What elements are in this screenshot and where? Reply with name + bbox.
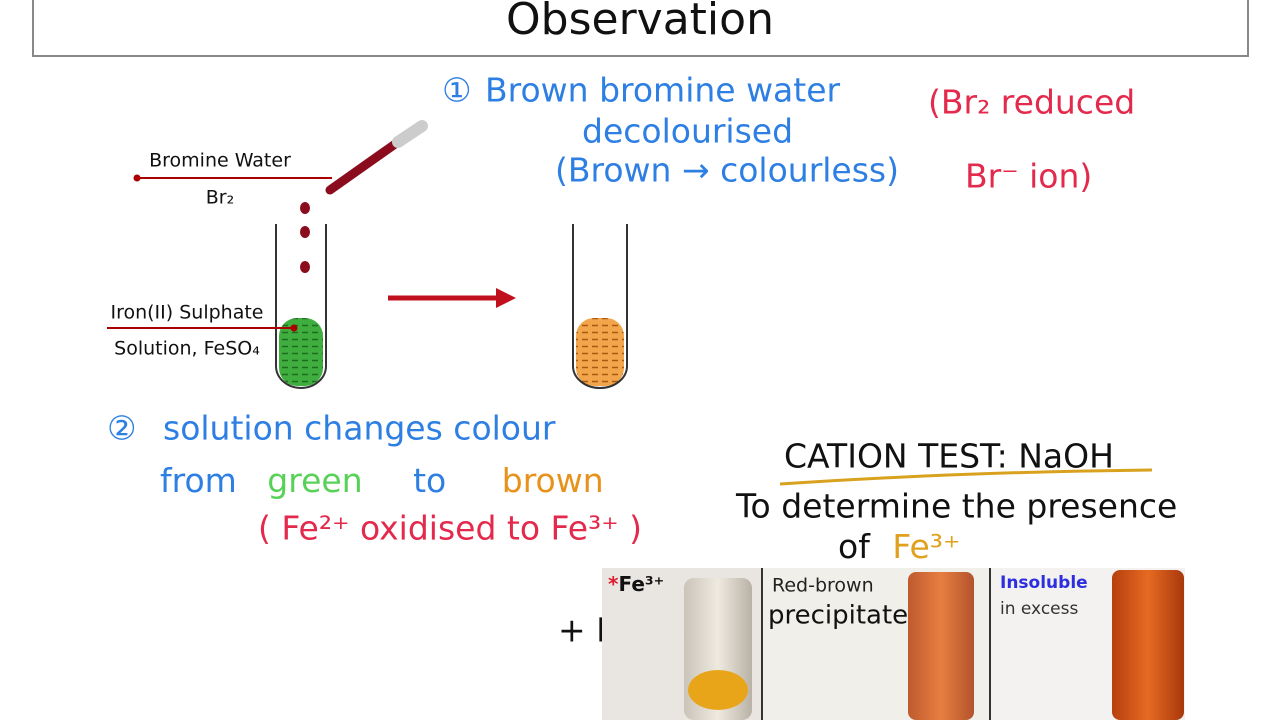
green-solution — [279, 318, 323, 386]
side-note: (Br₂ reduced — [928, 83, 1135, 122]
note-word: brown — [502, 461, 604, 500]
ion: Fe³⁺ — [618, 572, 664, 596]
orange-solution — [576, 318, 624, 386]
yellow-solution — [688, 670, 748, 710]
cation-line: To determine the presence — [735, 487, 1177, 526]
panel-result: Red-brown — [772, 575, 874, 597]
title-box — [32, 0, 1249, 57]
tube-photo — [1112, 570, 1184, 720]
dropper-bulb — [392, 120, 428, 148]
cation-line: of Fe³⁺ — [838, 527, 960, 566]
note-line: Brown bromine water — [485, 71, 841, 110]
tube-photo — [908, 572, 974, 720]
note-line: (Brown → colourless) — [555, 151, 899, 190]
bromine-formula: Br₂ — [206, 187, 234, 209]
pointer-dot — [133, 174, 141, 182]
note-word: from — [160, 461, 237, 500]
note-line: ( Fe²⁺ oxidised to Fe³⁺ ) — [258, 509, 642, 548]
note-number: ② — [107, 409, 137, 448]
drop — [300, 261, 310, 273]
panel-excess: in excess — [1000, 599, 1078, 619]
underline — [779, 468, 1153, 486]
title: Observation — [506, 0, 774, 45]
iron-label: Iron(II) Sulphate — [110, 302, 263, 324]
cation-ion: Fe³⁺ — [892, 527, 960, 566]
note-number: ① — [442, 71, 472, 110]
asterisk: * — [608, 572, 619, 596]
iron-formula: Solution, FeSO₄ — [114, 338, 260, 360]
drop — [300, 226, 310, 238]
pointer-dot — [290, 324, 298, 332]
test-tube — [275, 224, 327, 389]
panel-result: precipitate — [768, 601, 908, 631]
side-note: Br⁻ ion) — [965, 157, 1092, 196]
dropper-liquid — [325, 137, 403, 195]
panel-ion: *Fe³⁺ — [608, 572, 664, 596]
panel-excess: Insoluble — [1000, 573, 1088, 593]
drop — [300, 202, 310, 214]
cation-word: of — [838, 527, 871, 566]
note-line: decolourised — [582, 112, 793, 151]
note-line: from green to brown — [160, 461, 604, 500]
bromine-label: Bromine Water — [149, 150, 291, 172]
note-line: solution changes colour — [163, 409, 556, 448]
note-word: to — [413, 461, 446, 500]
cation-title: CATION TEST: NaOH — [784, 437, 1114, 476]
arrow-head — [496, 288, 516, 308]
test-tube — [572, 224, 628, 389]
note-word: green — [267, 461, 362, 500]
